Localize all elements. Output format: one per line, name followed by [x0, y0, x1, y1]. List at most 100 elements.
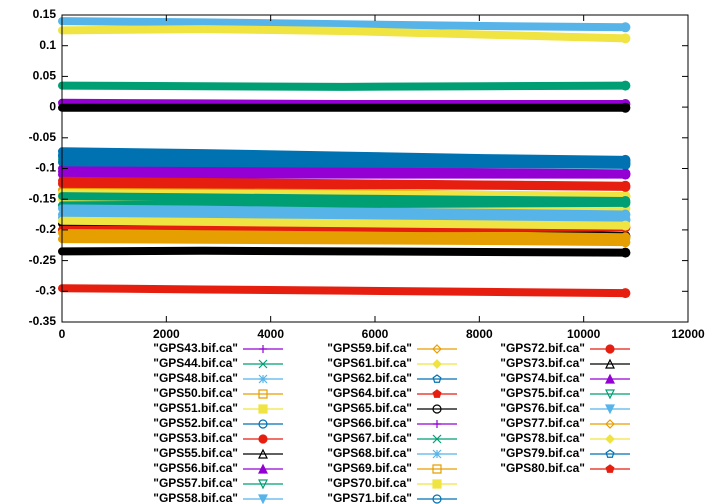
legend-label: "GPS48.bif.ca": [153, 371, 238, 385]
legend-label: "GPS58.bif.ca": [153, 491, 238, 504]
end-point: [620, 196, 631, 207]
y-tick-label: -0.05: [29, 130, 57, 144]
x-tick-label: 10000: [567, 327, 601, 341]
legend-label: "GPS67.bif.ca": [327, 431, 412, 445]
marker: [432, 404, 442, 414]
marker: [605, 373, 615, 384]
y-tick-label: -0.25: [29, 253, 57, 267]
marker: [258, 434, 268, 444]
marker: [258, 389, 268, 399]
marker: [432, 389, 442, 398]
marker: [258, 359, 268, 369]
marker: [432, 464, 442, 474]
series-band: [58, 81, 630, 91]
series-band: [58, 228, 630, 242]
series-band: [58, 235, 630, 247]
marker: [258, 374, 268, 384]
end-point: [620, 33, 631, 44]
end-point: [620, 80, 631, 91]
y-tick-label: 0.05: [33, 69, 57, 83]
legend-label: "GPS62.bif.ca": [327, 371, 412, 385]
marker: [258, 419, 268, 429]
legend-label: "GPS68.bif.ca": [327, 446, 412, 460]
marker: [258, 463, 268, 474]
legend-label: "GPS65.bif.ca": [327, 401, 412, 415]
end-point: [620, 247, 631, 258]
plot-area: [58, 17, 631, 299]
series-band: [58, 150, 630, 165]
end-point: [620, 169, 631, 180]
x-tick-label: 4000: [257, 327, 284, 341]
series-band: [58, 179, 630, 191]
end-point: [620, 102, 631, 113]
end-point: [620, 155, 631, 166]
series-band: [58, 216, 630, 230]
y-tick-label: -0.1: [35, 161, 56, 175]
legend-label: "GPS74.bif.ca": [500, 371, 585, 385]
marker: [258, 479, 268, 490]
marker: [432, 494, 442, 504]
marker: [259, 345, 267, 353]
marker: [432, 374, 442, 383]
y-tick-label: -0.3: [35, 283, 56, 297]
y-tick-label: 0.15: [33, 7, 57, 21]
series-band: [58, 192, 630, 206]
end-point: [620, 22, 631, 33]
legend-label: "GPS57.bif.ca": [153, 476, 238, 490]
x-tick-label: 12000: [671, 327, 705, 341]
legend-label: "GPS64.bif.ca": [327, 386, 412, 400]
end-point: [620, 181, 631, 192]
legend-label: "GPS78.bif.ca": [500, 431, 585, 445]
marker: [605, 434, 615, 444]
legend-label: "GPS69.bif.ca": [327, 461, 412, 475]
x-tick-label: 8000: [466, 327, 493, 341]
marker: [605, 464, 615, 473]
series-band: [58, 17, 630, 32]
end-point: [620, 232, 631, 243]
legend-label: "GPS66.bif.ca": [327, 416, 412, 430]
marker: [432, 479, 442, 489]
legend-label: "GPS53.bif.ca": [153, 431, 238, 445]
series-band: [58, 25, 630, 43]
marker: [605, 358, 615, 369]
legend-label: "GPS51.bif.ca": [153, 401, 238, 415]
series-band: [58, 158, 630, 169]
legend-label: "GPS59.bif.ca": [327, 341, 412, 355]
legend-label: "GPS43.bif.ca": [153, 341, 238, 355]
legend-label: "GPS56.bif.ca": [153, 461, 238, 475]
legend-label: "GPS79.bif.ca": [500, 446, 585, 460]
legend-label: "GPS70.bif.ca": [327, 476, 412, 490]
end-point: [620, 220, 631, 231]
legend-label: "GPS50.bif.ca": [153, 386, 238, 400]
marker: [432, 344, 442, 354]
x-tick-label: 6000: [362, 327, 389, 341]
legend-label: "GPS73.bif.ca": [500, 356, 585, 370]
legend-label: "GPS80.bif.ca": [500, 461, 585, 475]
marker: [605, 419, 615, 429]
y-tick-label: 0: [49, 99, 56, 113]
legend-label: "GPS75.bif.ca": [500, 386, 585, 400]
legend-label: "GPS44.bif.ca": [153, 356, 238, 370]
end-point: [620, 288, 631, 299]
legend-label: "GPS77.bif.ca": [500, 416, 585, 430]
x-tick-label: 2000: [153, 327, 180, 341]
marker: [605, 404, 615, 415]
marker: [605, 389, 615, 400]
series-band: [58, 167, 630, 179]
series-band: [58, 204, 630, 219]
marker: [605, 449, 615, 458]
marker: [605, 344, 615, 354]
marker: [258, 448, 268, 459]
y-tick-label: -0.2: [35, 222, 56, 236]
legend-label: "GPS55.bif.ca": [153, 446, 238, 460]
marker: [432, 434, 442, 444]
legend-label: "GPS61.bif.ca": [327, 356, 412, 370]
marker: [258, 494, 268, 504]
marker: [432, 449, 442, 459]
legend-label: "GPS76.bif.ca": [500, 401, 585, 415]
series-band: [58, 284, 630, 298]
y-tick-label: 0.1: [39, 38, 56, 52]
series-band: [58, 246, 630, 257]
y-tick-label: -0.35: [29, 314, 57, 328]
